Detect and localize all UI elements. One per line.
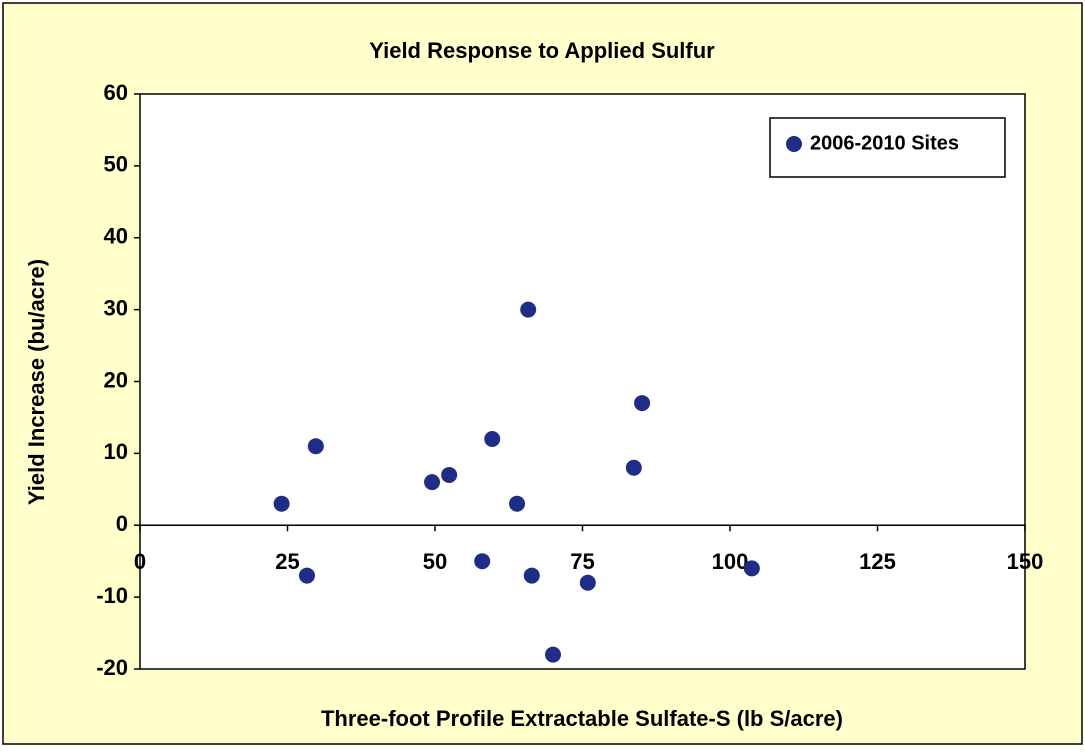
data-point [545, 646, 561, 663]
legend [769, 117, 1006, 178]
y-tick-label: 60 [104, 80, 128, 105]
y-tick-label: 0 [116, 511, 128, 536]
x-tick-label: 150 [1007, 549, 1044, 574]
legend-marker [786, 136, 802, 152]
y-tick-label: -20 [96, 655, 128, 680]
y-tick-label: -10 [96, 583, 128, 608]
data-point [298, 567, 315, 584]
x-tick-label: 0 [134, 549, 146, 574]
x-tick-label: 25 [275, 549, 299, 574]
x-tick-label: 75 [570, 549, 594, 574]
data-point [509, 495, 526, 512]
data-point [307, 438, 324, 455]
data-point [625, 459, 642, 476]
x-tick-label: 50 [423, 549, 447, 574]
data-point [424, 474, 441, 491]
data-point [743, 560, 760, 577]
plot-area [139, 93, 1026, 670]
data-point [523, 567, 540, 584]
y-tick-label: 40 [104, 224, 128, 249]
chart-title: Yield Response to Applied Sulfur [369, 38, 715, 63]
y-tick-label: 30 [104, 295, 128, 320]
data-point [484, 431, 501, 447]
y-tick-label: 50 [104, 152, 128, 177]
data-point [579, 574, 596, 591]
data-point [474, 553, 491, 570]
data-point [273, 495, 290, 512]
data-point [520, 301, 537, 318]
y-axis-label: Yield Increase (bu/acre) [24, 259, 49, 505]
y-tick-label: 20 [104, 367, 128, 392]
y-tick-label: 10 [104, 439, 128, 464]
legend-label: 2006-2010 Sites [810, 132, 959, 154]
x-tick-label: 100 [712, 549, 749, 574]
data-point [441, 466, 458, 483]
x-tick-label: 125 [859, 549, 896, 574]
data-point [634, 395, 651, 412]
x-axis-label: Three-foot Profile Extractable Sulfate-S… [321, 706, 843, 731]
